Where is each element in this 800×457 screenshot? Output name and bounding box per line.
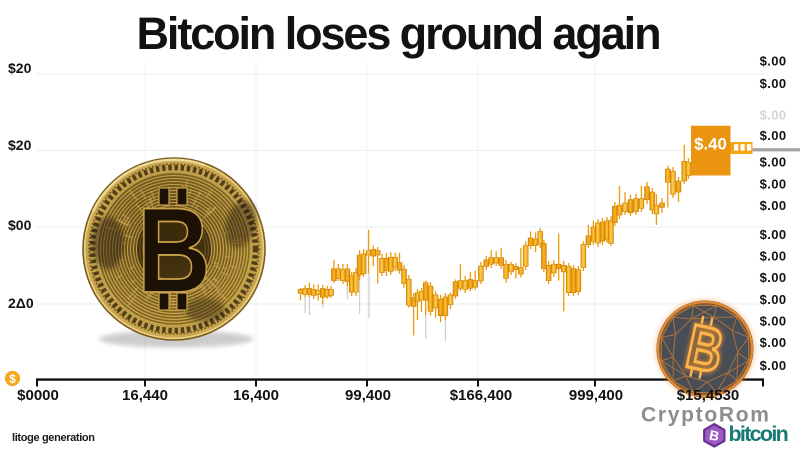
- svg-text:$: $: [9, 374, 16, 386]
- svg-text:$.40: $.40: [694, 135, 727, 154]
- svg-text:16,440: 16,440: [122, 387, 168, 404]
- svg-text:$.00: $.00: [760, 198, 787, 213]
- svg-text:$.00: $.00: [760, 270, 787, 285]
- svg-text:$.00: $.00: [760, 128, 787, 143]
- svg-text:16,400: 16,400: [233, 387, 279, 404]
- svg-text:$.00: $.00: [760, 249, 787, 264]
- svg-text:bitcoin: bitcoin: [729, 422, 788, 446]
- svg-text:999,400: 999,400: [569, 387, 623, 404]
- svg-text:$.00: $.00: [760, 335, 787, 350]
- svg-text:$.00: $.00: [760, 76, 787, 91]
- svg-text:$20: $20: [8, 137, 32, 153]
- svg-text:$.00: $.00: [760, 292, 787, 307]
- svg-text:$.00: $.00: [760, 54, 787, 69]
- svg-text:$166,400: $166,400: [450, 387, 513, 404]
- svg-text:litoge generation: litoge generation: [12, 432, 95, 444]
- svg-text:$.00: $.00: [760, 314, 787, 329]
- svg-text:$.00: $.00: [760, 108, 787, 123]
- svg-text:99,400: 99,400: [345, 387, 391, 404]
- svg-text:$0000: $0000: [17, 387, 59, 404]
- svg-text:$15,4530: $15,4530: [677, 387, 740, 404]
- svg-text:B: B: [137, 182, 211, 318]
- svg-text:$20: $20: [8, 60, 32, 76]
- svg-text:CryptoRom: CryptoRom: [641, 404, 771, 427]
- svg-text:$.00: $.00: [760, 227, 787, 242]
- svg-text:2Δ0: 2Δ0: [8, 295, 34, 311]
- svg-text:Bitcoin loses ground again: Bitcoin loses ground again: [137, 8, 660, 59]
- svg-text:$00: $00: [8, 217, 32, 233]
- svg-text:$.00: $.00: [760, 358, 787, 373]
- svg-text:$.00: $.00: [760, 176, 787, 191]
- svg-text:$.00: $.00: [760, 155, 787, 170]
- svg-text:B: B: [708, 427, 721, 444]
